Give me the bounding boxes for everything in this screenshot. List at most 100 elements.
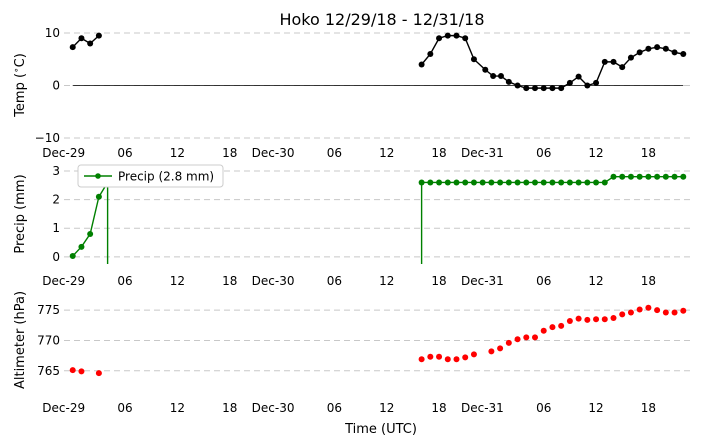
precip-data-point bbox=[453, 179, 460, 186]
precip-data-point bbox=[558, 179, 565, 186]
altimeter-data-point bbox=[636, 306, 643, 313]
precip-x-tick-label: 12 bbox=[170, 274, 185, 288]
temp-data-point bbox=[427, 51, 434, 57]
precip-data-point bbox=[505, 179, 512, 186]
temp-data-point bbox=[671, 49, 678, 56]
precip-legend-label: Precip (2.8 mm) bbox=[118, 170, 214, 184]
chart-title: Hoko 12/29/18 - 12/31/18 bbox=[279, 10, 484, 29]
altimeter-data-point bbox=[523, 334, 530, 341]
precip-x-tick-label: 18 bbox=[222, 274, 237, 288]
altimeter-x-tick-label: Dec-30 bbox=[252, 401, 295, 415]
precip-data-point bbox=[540, 179, 547, 186]
altimeter-data-point bbox=[601, 316, 608, 323]
temp-data-point bbox=[497, 73, 504, 80]
precip-data-point bbox=[584, 179, 591, 186]
precip-data-point bbox=[514, 179, 521, 186]
temp-y-tick-label: −10 bbox=[35, 131, 60, 145]
altimeter-data-point bbox=[418, 356, 425, 363]
altimeter-data-point bbox=[610, 315, 617, 322]
temp-data-point bbox=[69, 44, 76, 51]
altimeter-data-point bbox=[619, 311, 626, 318]
temp-data-point bbox=[549, 85, 556, 92]
temp-data-point bbox=[662, 45, 669, 52]
altimeter-data-point bbox=[488, 348, 495, 355]
temp-data-point bbox=[95, 32, 102, 39]
temp-data-point bbox=[444, 32, 451, 39]
temp-data-point bbox=[482, 66, 489, 73]
altimeter-data-point bbox=[462, 354, 469, 361]
temp-data-point bbox=[470, 56, 477, 63]
precip-x-tick-label: 12 bbox=[588, 274, 603, 288]
temp-x-tick-label: 12 bbox=[379, 146, 394, 160]
temp-data-point bbox=[490, 73, 497, 80]
altimeter-y-tick-label: 765 bbox=[37, 364, 60, 378]
temp-data-point bbox=[462, 35, 469, 42]
precipitation-panel: Precip (mm) 3 2 1 0 Dec-29 06 12 18 Dec-30 06 12 18… bbox=[13, 164, 692, 288]
precip-data-point bbox=[593, 179, 600, 186]
altimeter-data-point bbox=[627, 309, 634, 316]
temp-series-line bbox=[72, 35, 100, 48]
precip-data-point bbox=[610, 173, 617, 180]
precip-x-tick-label: Dec-31 bbox=[461, 274, 504, 288]
precip-data-point bbox=[444, 179, 451, 186]
precip-data-point bbox=[549, 179, 556, 186]
altimeter-data-point bbox=[505, 339, 512, 346]
altimeter-y-axis-label: Altimeter (hPa) bbox=[13, 291, 28, 389]
temp-data-point bbox=[436, 35, 443, 42]
precip-data-point bbox=[69, 252, 76, 259]
precip-data-point bbox=[462, 179, 469, 186]
temp-y-tick-label: 0 bbox=[52, 79, 60, 93]
precip-x-tick-label: Dec-30 bbox=[252, 274, 295, 288]
precip-y-tick-label: 2 bbox=[52, 193, 60, 207]
precip-data-point bbox=[87, 230, 94, 237]
temp-x-tick-label: Dec-29 bbox=[42, 146, 85, 160]
temp-y-tick-label: 10 bbox=[45, 26, 60, 40]
precip-x-tick-label: 06 bbox=[536, 274, 551, 288]
temp-data-point bbox=[558, 85, 565, 92]
precip-data-point bbox=[566, 179, 573, 186]
altimeter-data-point bbox=[453, 356, 460, 363]
altimeter-x-tick-label: 18 bbox=[222, 401, 237, 415]
x-axis-label: Time (UTC) bbox=[344, 422, 417, 437]
precip-data-point bbox=[78, 243, 85, 250]
precip-data-point bbox=[645, 173, 652, 180]
temp-data-point bbox=[532, 85, 538, 92]
temp-data-point bbox=[540, 85, 547, 92]
altimeter-data-point bbox=[645, 304, 652, 311]
altimeter-data-point bbox=[514, 336, 521, 343]
precip-data-point bbox=[488, 179, 495, 186]
temp-data-point bbox=[654, 44, 661, 51]
precip-data-point bbox=[470, 179, 477, 186]
precip-y-axis-label: Precip (mm) bbox=[13, 174, 28, 253]
altimeter-data-point bbox=[575, 315, 582, 322]
precip-data-point bbox=[627, 173, 634, 180]
altimeter-x-tick-label: Dec-31 bbox=[461, 401, 504, 415]
precip-data-point bbox=[601, 179, 608, 186]
precip-data-point bbox=[436, 179, 443, 186]
precip-data-point bbox=[654, 173, 661, 180]
precip-x-tick-label: 12 bbox=[379, 274, 394, 288]
temp-data-point bbox=[505, 78, 512, 85]
temp-x-tick-label: 06 bbox=[327, 146, 342, 160]
altimeter-data-point bbox=[549, 324, 556, 331]
altimeter-data-point bbox=[78, 368, 85, 375]
temp-x-tick-label: Dec-30 bbox=[252, 146, 295, 160]
temp-data-point bbox=[627, 54, 634, 61]
temp-x-tick-label: 06 bbox=[536, 146, 551, 160]
precip-data-point bbox=[418, 179, 425, 186]
temp-x-tick-label: Dec-31 bbox=[461, 146, 504, 160]
altimeter-data-point bbox=[680, 307, 687, 314]
temp-x-tick-label: 06 bbox=[117, 146, 132, 160]
temp-x-tick-label: 18 bbox=[222, 146, 237, 160]
precip-data-point bbox=[497, 179, 504, 186]
altimeter-data-point bbox=[497, 345, 504, 352]
precip-data-point bbox=[95, 193, 102, 200]
precip-y-tick-label: 0 bbox=[52, 250, 60, 264]
altimeter-data-point bbox=[566, 318, 573, 325]
altimeter-x-tick-label: 06 bbox=[536, 401, 551, 415]
altimeter-data-point bbox=[654, 307, 661, 314]
precip-series-line bbox=[72, 179, 109, 264]
precip-data-point bbox=[636, 173, 643, 180]
altimeter-y-tick-label: 770 bbox=[37, 333, 60, 347]
